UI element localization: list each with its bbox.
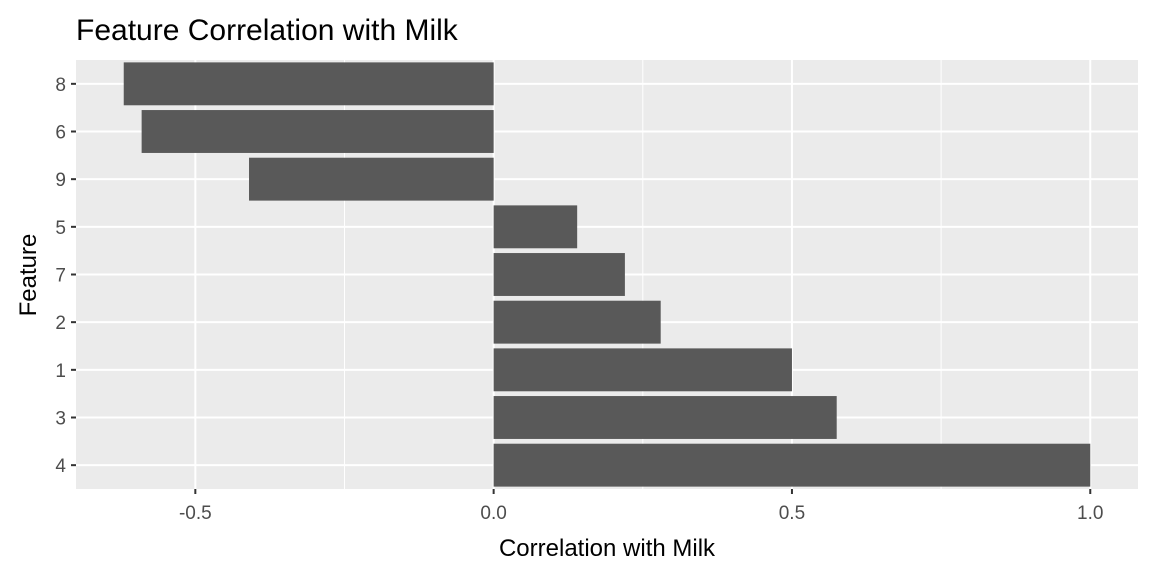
- y-axis: 8 6 9 5 7 2 1 3 4: [55, 75, 76, 477]
- y-tick-label: 6: [55, 123, 66, 144]
- bar-feature-2: [493, 300, 661, 344]
- y-axis-title: Feature: [15, 234, 42, 317]
- bars: [123, 62, 1091, 487]
- y-tick-label: 8: [55, 75, 66, 96]
- y-tick-label: 7: [55, 266, 66, 287]
- bar-feature-7: [493, 253, 625, 296]
- x-axis: -0.5 0.0 0.5 1.0: [179, 489, 1103, 524]
- y-tick-label: 2: [55, 313, 66, 334]
- bar-feature-4: [493, 443, 1091, 487]
- bar-feature-1: [493, 348, 792, 392]
- bar-feature-9: [249, 157, 494, 201]
- bar-feature-6: [141, 110, 494, 153]
- y-tick-label: 5: [55, 218, 66, 239]
- y-tick-label: 4: [55, 456, 66, 477]
- chart-title: Feature Correlation with Milk: [76, 14, 459, 47]
- bar-feature-8: [123, 62, 494, 106]
- x-tick-label: 0.0: [480, 503, 506, 524]
- x-tick-label: 1.0: [1077, 503, 1103, 524]
- y-tick-label: 3: [55, 409, 66, 430]
- y-tick-label: 9: [55, 170, 66, 191]
- bar-feature-3: [493, 396, 837, 439]
- bar-feature-5: [493, 205, 578, 249]
- y-tick-label: 1: [55, 361, 66, 382]
- x-tick-label: -0.5: [179, 503, 212, 524]
- x-axis-title: Correlation with Milk: [499, 535, 716, 562]
- x-tick-label: 0.5: [779, 503, 805, 524]
